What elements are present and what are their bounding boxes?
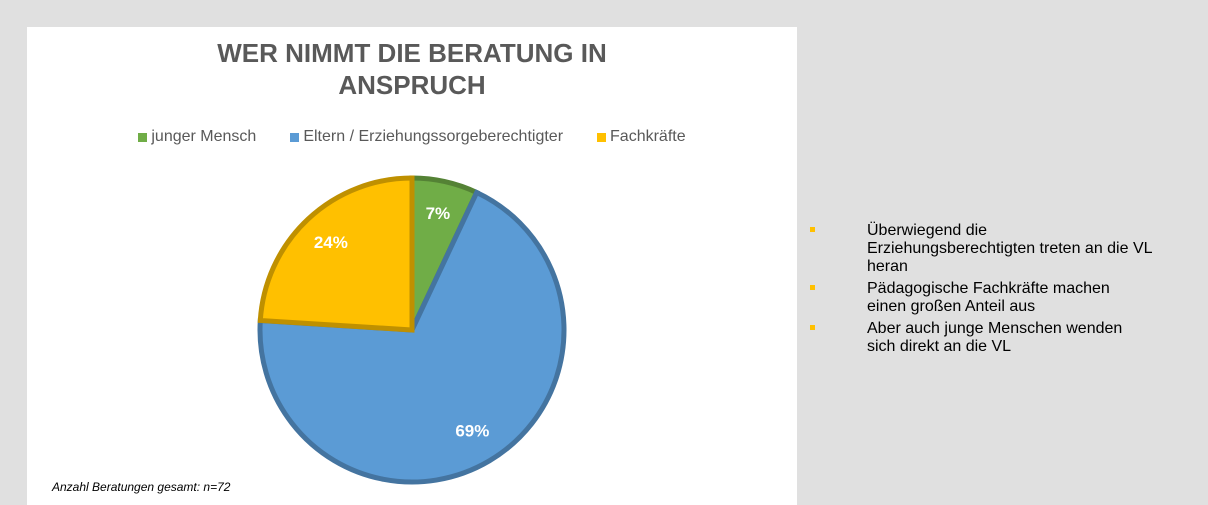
legend-item: junger Mensch bbox=[138, 128, 256, 146]
pie-slice bbox=[257, 175, 415, 333]
bullet-marker bbox=[810, 227, 815, 232]
chart-title: ANSPRUCH bbox=[338, 70, 485, 100]
bullet-item: Pädagogische Fachkräfte machen einen gro… bbox=[808, 280, 1153, 316]
chart-title: WER NIMMT DIE BERATUNG IN bbox=[217, 38, 607, 68]
legend-swatch bbox=[290, 132, 300, 142]
legend-label: junger Mensch bbox=[151, 128, 257, 145]
footnote: Anzahl Beratungen gesamt: n=72 bbox=[52, 480, 231, 494]
legend-label: Fachkräfte bbox=[610, 128, 686, 145]
legend: junger Mensch Eltern / Erziehungssorgeber… bbox=[27, 128, 797, 146]
bullet-item: Aber auch junge Menschen wenden sich dir… bbox=[808, 320, 1153, 356]
bullet-marker bbox=[810, 325, 815, 330]
legend-item: Fachkräfte bbox=[597, 128, 686, 146]
legend-item: Eltern / Erziehungssorgeberechtigter bbox=[290, 128, 563, 146]
data-label: 24% bbox=[314, 233, 348, 252]
bullet-text: Aber auch junge Menschen wenden sich dir… bbox=[867, 320, 1123, 355]
data-label: 7% bbox=[426, 204, 451, 223]
bullet-text: Pädagogische Fachkräfte machen einen gro… bbox=[867, 280, 1110, 315]
pie-slice bbox=[257, 189, 567, 485]
legend-swatch bbox=[138, 132, 148, 142]
bullet-marker bbox=[810, 285, 815, 290]
bullet-text: Überwiegend die Erziehungsberechtigten t… bbox=[867, 222, 1152, 275]
legend-swatch bbox=[597, 132, 607, 142]
bullet-item: Überwiegend die Erziehungsberechtigten t… bbox=[808, 222, 1153, 276]
data-label: 69% bbox=[455, 422, 489, 441]
bullet-list: Überwiegend die Erziehungsberechtigten t… bbox=[808, 222, 1153, 360]
legend-label: Eltern / Erziehungssorgeberechtigter bbox=[303, 128, 564, 145]
